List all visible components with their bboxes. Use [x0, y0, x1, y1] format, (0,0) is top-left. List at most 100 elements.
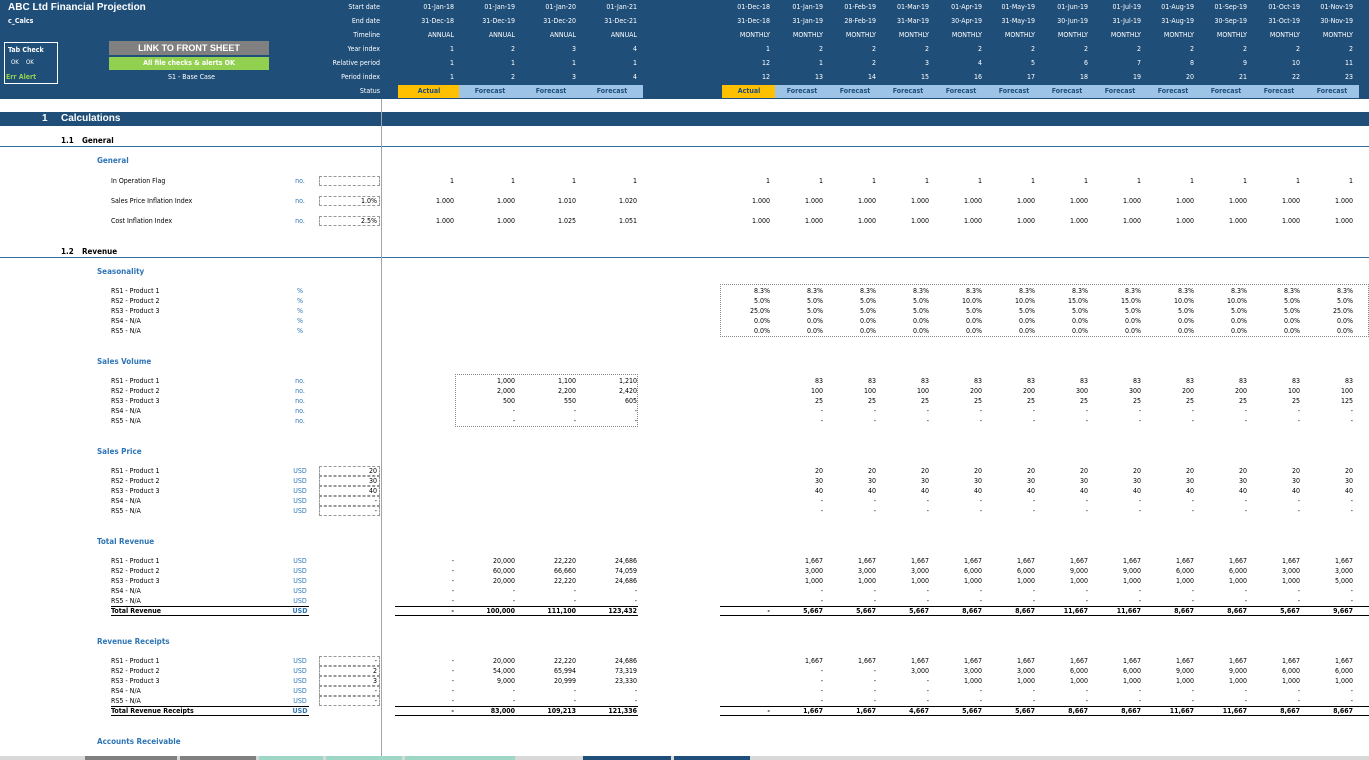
- value-cell: -: [1138, 507, 1141, 515]
- sheet-tab[interactable]: [180, 756, 256, 760]
- total-rule: [395, 615, 638, 616]
- sheet-tab[interactable]: [259, 756, 323, 760]
- subsection-rule: [0, 146, 1369, 147]
- subsection-rule: [0, 257, 1369, 258]
- row-label: RS2 - Product 2: [111, 297, 160, 305]
- value-cell: 0.0%: [1178, 317, 1194, 325]
- value-cell: 8.3%: [913, 287, 929, 295]
- sheet-tab[interactable]: [85, 756, 177, 760]
- sheet-tab[interactable]: [674, 756, 750, 760]
- value-cell: 22,220: [553, 657, 576, 665]
- value-cell: 83: [920, 377, 929, 385]
- value-cell: -: [873, 587, 876, 595]
- value-cell: 25: [1238, 397, 1247, 405]
- value-cell: 1,000: [1334, 677, 1353, 685]
- value-cell: -: [1085, 507, 1088, 515]
- seasonality-input-range[interactable]: [720, 284, 1369, 337]
- timeline-cell: ANNUAL: [488, 31, 515, 39]
- value-cell: 1: [977, 177, 982, 185]
- input-cell[interactable]: -: [319, 656, 380, 666]
- value-cell: 1.000: [435, 197, 454, 205]
- value-cell: 1.000: [1228, 197, 1247, 205]
- value-cell: 1,667: [1334, 557, 1353, 565]
- value-cell: 5.0%: [807, 297, 823, 305]
- value-cell: 25: [1079, 397, 1088, 405]
- value-cell: -: [634, 687, 637, 695]
- input-cell[interactable]: 2.5%: [319, 216, 380, 226]
- timeline-cell: 17: [1026, 73, 1035, 81]
- timeline-label: Start date: [348, 3, 380, 11]
- value-cell: 0.0%: [1337, 327, 1353, 335]
- total-rule: [111, 706, 309, 707]
- timeline-cell: MONTHLY: [951, 31, 982, 39]
- input-cell[interactable]: [319, 176, 380, 186]
- input-cell[interactable]: -: [319, 506, 380, 516]
- value-cell: 5,667: [803, 607, 823, 615]
- input-cell[interactable]: 20: [319, 466, 380, 476]
- value-cell: 25.0%: [749, 307, 770, 315]
- value-cell: -: [451, 667, 454, 675]
- input-cell[interactable]: -: [319, 696, 380, 706]
- timeline-cell: 28-Feb-19: [844, 17, 876, 25]
- value-cell: 6,000: [1228, 567, 1247, 575]
- value-cell: 1.000: [1016, 217, 1035, 225]
- row-label: RS3 - Product 3: [111, 307, 160, 315]
- value-cell: -: [451, 577, 454, 585]
- timeline-cell: 21: [1238, 73, 1247, 81]
- volume-input-range[interactable]: [455, 374, 638, 427]
- timeline-cell: ANNUAL: [427, 31, 454, 39]
- value-cell: 8,667: [1121, 707, 1141, 715]
- input-cell[interactable]: 3: [319, 676, 380, 686]
- value-cell: -: [634, 697, 637, 705]
- total-rule: [395, 706, 638, 707]
- value-cell: 5.0%: [754, 297, 770, 305]
- row-label: RS5 - N/A: [111, 697, 141, 705]
- value-cell: 30: [1238, 477, 1247, 485]
- value-cell: 2,420: [618, 387, 637, 395]
- timeline-cell: 01-Dec-18: [737, 3, 770, 11]
- input-cell[interactable]: 30: [319, 476, 380, 486]
- timeline-cell: 12: [761, 73, 770, 81]
- sheet-tab[interactable]: [405, 756, 515, 760]
- value-cell: 1,667: [1175, 657, 1194, 665]
- link-front-sheet-button[interactable]: LINK TO FRONT SHEET: [109, 41, 269, 55]
- timeline-cell: 2: [871, 45, 876, 53]
- value-cell: -: [1191, 597, 1194, 605]
- input-cell[interactable]: -: [319, 686, 380, 696]
- block-title: Total Revenue: [97, 537, 155, 546]
- value-cell: 300: [1128, 387, 1141, 395]
- value-cell: 25: [1291, 397, 1300, 405]
- timeline-cell: 14: [867, 73, 876, 81]
- value-cell: -: [926, 597, 929, 605]
- value-cell: -: [1085, 697, 1088, 705]
- input-cell[interactable]: -: [319, 496, 380, 506]
- row-unit: USD: [293, 577, 307, 585]
- value-cell: 1,667: [963, 557, 982, 565]
- value-cell: 83: [814, 377, 823, 385]
- value-cell: 1.025: [557, 217, 576, 225]
- input-cell[interactable]: 1.0%: [319, 196, 380, 206]
- total-rule: [111, 615, 309, 616]
- value-cell: 22,220: [553, 577, 576, 585]
- value-cell: 11,667: [1169, 707, 1194, 715]
- sheet-tab[interactable]: [583, 756, 671, 760]
- timeline-cell: 1: [765, 45, 770, 53]
- value-cell: -: [979, 697, 982, 705]
- value-cell: 20: [920, 467, 929, 475]
- value-cell: 5.0%: [966, 307, 982, 315]
- value-cell: 11,667: [1222, 707, 1247, 715]
- status-cell: Forecast: [1199, 85, 1253, 98]
- value-cell: 500: [502, 397, 515, 405]
- timeline-cell: 2: [924, 45, 929, 53]
- value-cell: 123,432: [608, 607, 637, 615]
- input-cell[interactable]: 40: [319, 486, 380, 496]
- value-cell: 20: [1026, 467, 1035, 475]
- value-cell: -: [1297, 417, 1300, 425]
- value-cell: 9,000: [1228, 667, 1247, 675]
- value-cell: 5.0%: [1284, 297, 1300, 305]
- sheet-tab[interactable]: [326, 756, 402, 760]
- value-cell: 40: [1185, 487, 1194, 495]
- value-cell: 8.3%: [1019, 287, 1035, 295]
- tab-check-box: Tab Check OK OK Err Alert: [4, 42, 58, 84]
- input-cell[interactable]: 2: [319, 666, 380, 676]
